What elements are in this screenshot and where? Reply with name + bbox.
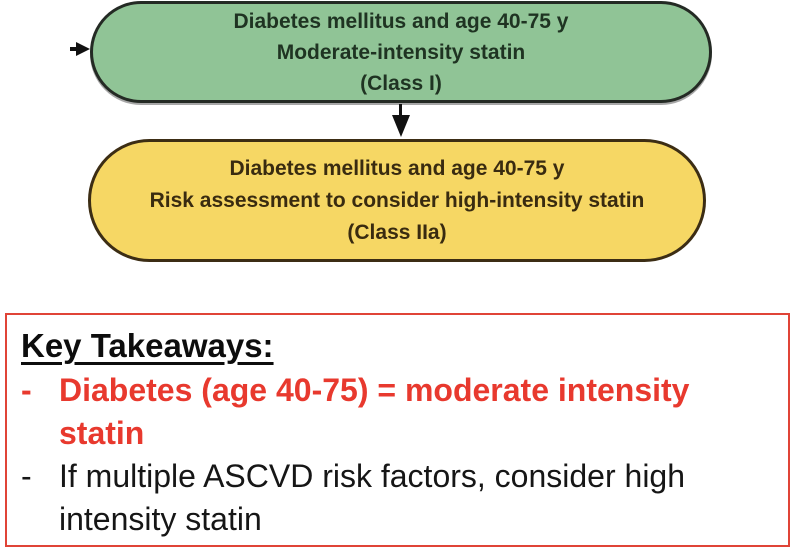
bullet-dash: - bbox=[21, 458, 32, 494]
flowchart-node-high-statin: Diabetes mellitus and age 40-75 y Risk a… bbox=[88, 139, 706, 262]
node-line: (Class I) bbox=[360, 71, 442, 95]
node-line: Diabetes mellitus and age 40-75 y bbox=[233, 9, 569, 33]
bullet-line: Diabetes (age 40-75) = moderate intensit… bbox=[59, 372, 690, 408]
incoming-arrow-stub bbox=[70, 47, 78, 51]
key-takeaways-title: Key Takeaways: bbox=[21, 327, 274, 364]
bullet-line: intensity statin bbox=[59, 501, 262, 537]
down-arrow-icon bbox=[392, 115, 410, 137]
bullet-dash: - bbox=[21, 372, 32, 408]
bullet-text: Diabetes (age 40-75) = moderate intensit… bbox=[59, 369, 689, 455]
incoming-arrow-icon bbox=[76, 42, 90, 56]
takeaway-bullet-ascvd: - If multiple ASCVD risk factors, consid… bbox=[21, 455, 774, 541]
bullet-line: If multiple ASCVD risk factors, consider… bbox=[59, 458, 686, 494]
key-takeaways-panel: Key Takeaways: - Diabetes (age 40-75) = … bbox=[5, 313, 790, 547]
node-line: (Class IIa) bbox=[347, 220, 447, 244]
flowchart-node-moderate-statin: Diabetes mellitus and age 40-75 y Modera… bbox=[90, 1, 712, 103]
node-line: Moderate-intensity statin bbox=[276, 40, 526, 64]
bullet-line: statin bbox=[59, 415, 145, 451]
takeaway-bullet-diabetes: - Diabetes (age 40-75) = moderate intens… bbox=[21, 369, 774, 455]
down-arrow-stem bbox=[399, 104, 402, 122]
node-line: Diabetes mellitus and age 40-75 y bbox=[229, 156, 565, 180]
bullet-text: If multiple ASCVD risk factors, consider… bbox=[59, 455, 685, 541]
node-line: Risk assessment to consider high-intensi… bbox=[149, 188, 645, 212]
